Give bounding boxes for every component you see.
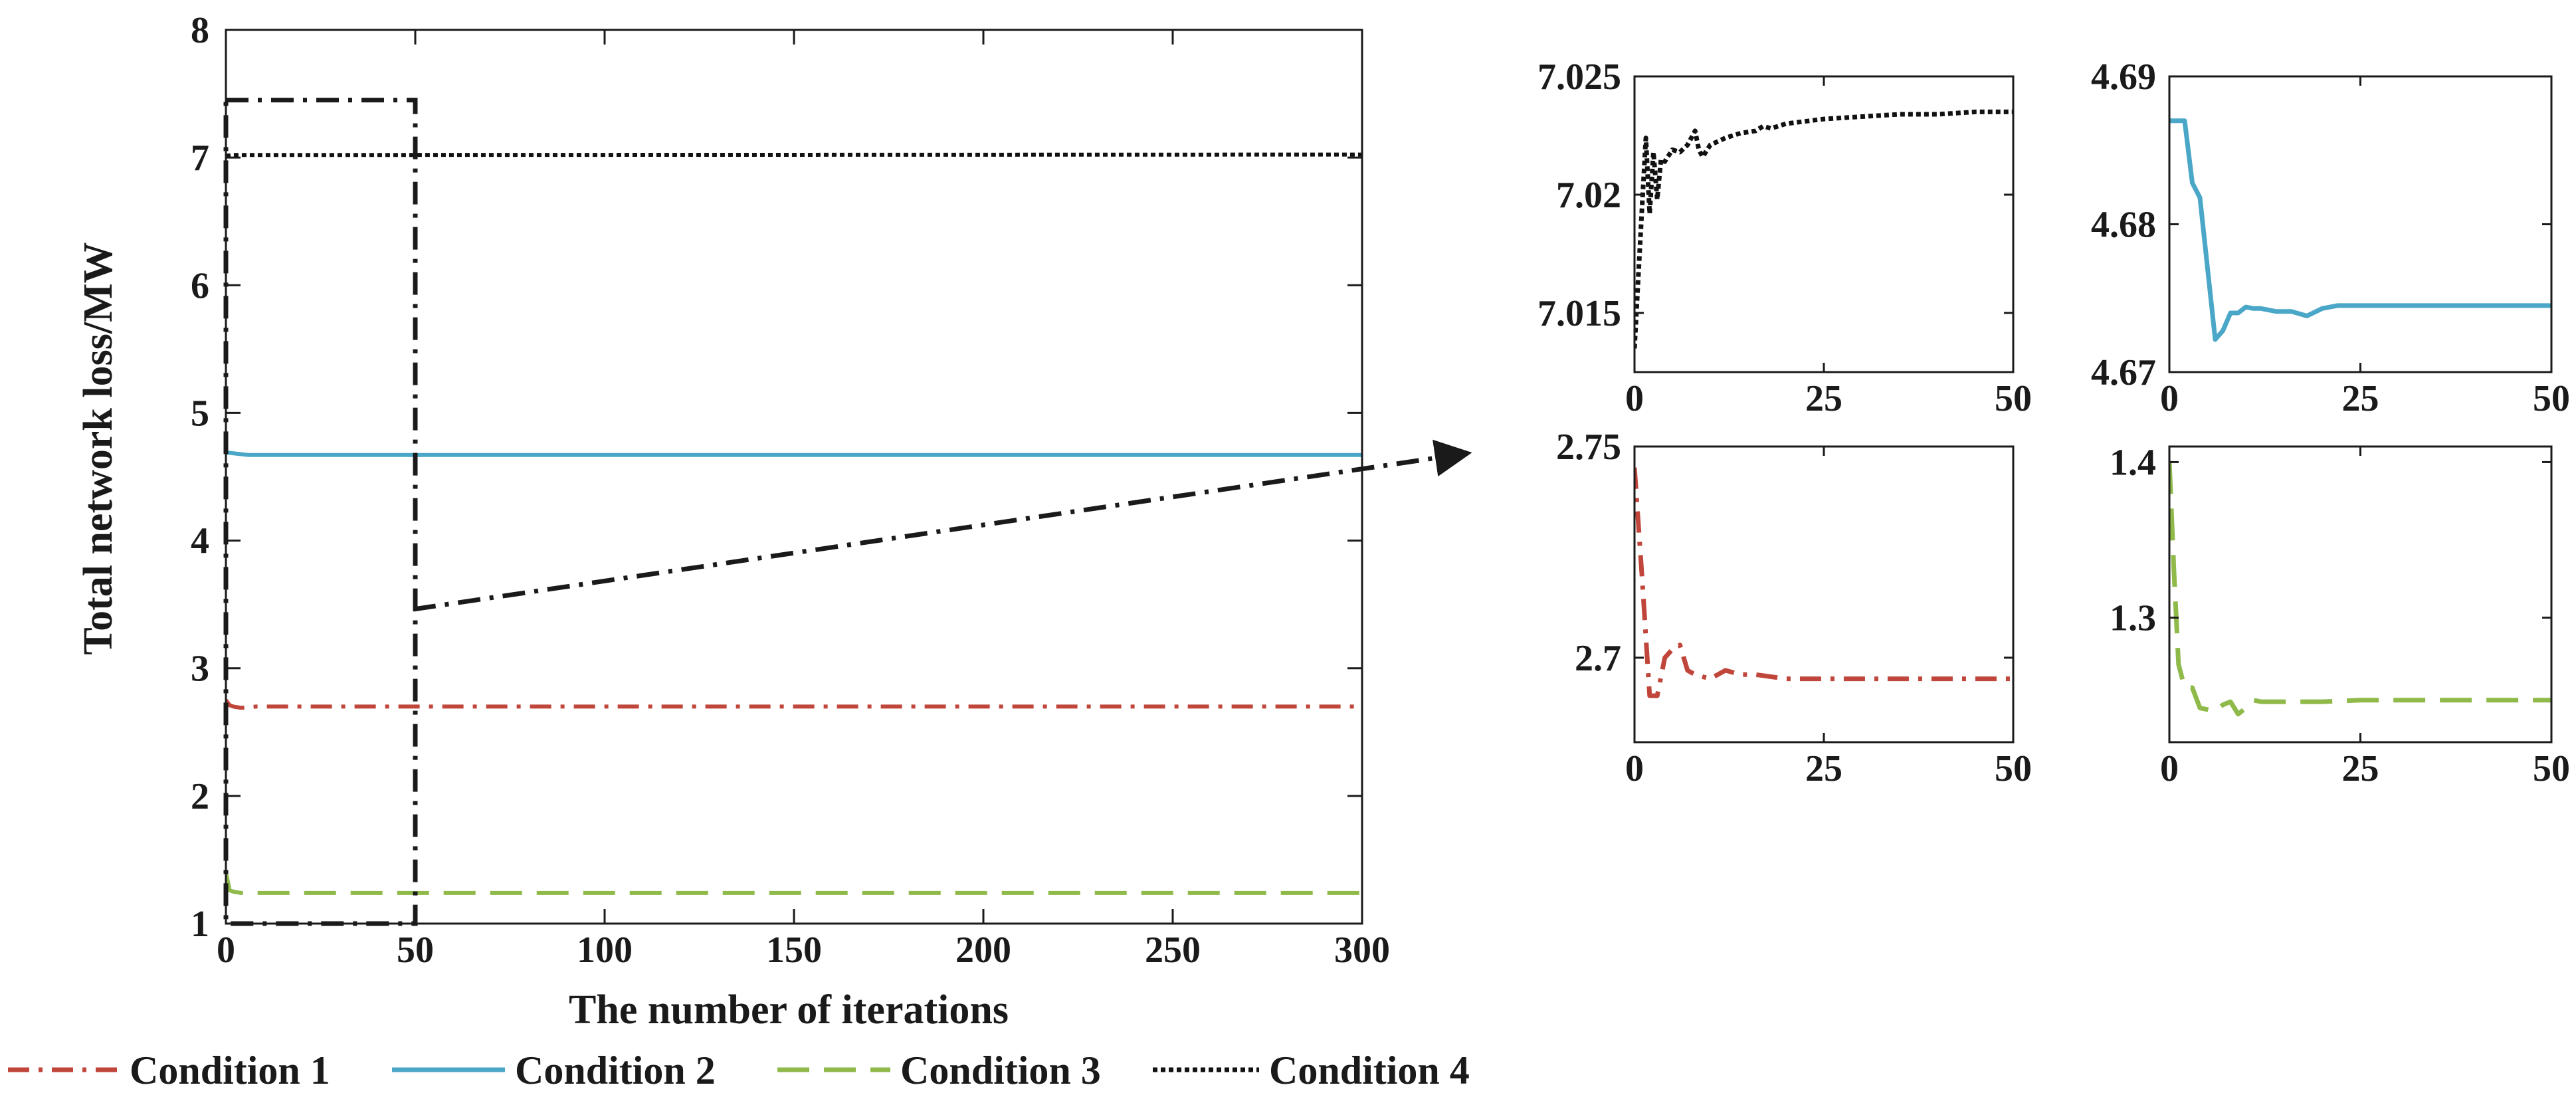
x-tick-label: 0	[217, 930, 235, 971]
y-tick-label: 7.025	[1537, 56, 1621, 98]
panel-zoom-condition-1: 0 25 50 2.7 2.75	[1556, 427, 2032, 789]
plot-frame	[1633, 445, 2015, 744]
y-tick-label: 3	[191, 648, 209, 690]
y-tick-label: 4.67	[2091, 352, 2156, 393]
legend-label-condition-1: Condition 1	[130, 1048, 330, 1092]
x-tick-label: 200	[955, 930, 1011, 971]
legend-item-condition-4: Condition 4	[1153, 1048, 1470, 1092]
x-tick-label: 300	[1334, 930, 1390, 971]
y-tick-label: 1.3	[2110, 598, 2156, 639]
y-tick-label: 4	[191, 521, 209, 562]
zoom-region-box	[223, 98, 418, 926]
plot-frame	[2168, 75, 2553, 373]
series-line-condition-1	[226, 699, 1362, 710]
series-line-condition-4	[1635, 109, 2013, 349]
legend-label-condition-4: Condition 4	[1269, 1048, 1470, 1092]
y-tick-label: 4.69	[2091, 56, 2156, 98]
y-tick-label: 6	[191, 265, 209, 306]
y-tick-label: 1.4	[2110, 442, 2156, 483]
y-tick-label: 4.68	[2091, 205, 2156, 246]
y-tick-label: 7	[191, 138, 209, 179]
zoom-connector-arrow	[413, 439, 1472, 612]
panel-zoom-condition-3: 0 25 50 1.3 1.4	[2110, 442, 2570, 789]
x-tick-label: 50	[1995, 748, 2032, 789]
series-line-condition-1	[1635, 467, 2013, 698]
x-tick-label: 0	[2160, 748, 2179, 789]
panel-zoom-condition-4: 0 25 50 7.015 7.02 7.025	[1537, 56, 2032, 419]
x-tick-label: 100	[577, 930, 633, 971]
x-tick-label: 50	[2533, 378, 2570, 419]
y-tick-label: 2.75	[1556, 427, 1621, 468]
y-tick-label: 7.02	[1556, 175, 1621, 216]
legend-label-condition-2: Condition 2	[515, 1048, 716, 1092]
plot-frame	[225, 29, 1363, 925]
x-tick-label: 25	[1805, 378, 1842, 419]
y-tick-label: 8	[191, 10, 209, 51]
y-tick-label: 5	[191, 393, 209, 434]
x-tick-label: 25	[2342, 378, 2379, 419]
main-y-axis-title: Total network loss/MW	[76, 242, 121, 654]
x-tick-label: 50	[1995, 378, 2032, 419]
x-tick-label: 25	[1805, 748, 1842, 789]
x-tick-label: 0	[1625, 378, 1644, 419]
series-line-condition-4	[226, 152, 1362, 158]
series-line-condition-3	[226, 872, 1362, 895]
x-tick-label: 250	[1145, 930, 1201, 971]
y-tick-label: 2	[191, 776, 209, 817]
y-tick-label: 2.7	[1575, 638, 1621, 679]
x-tick-label: 50	[397, 930, 434, 971]
legend-label-condition-3: Condition 3	[900, 1048, 1101, 1092]
x-tick-label: 0	[2160, 378, 2179, 419]
series-line-condition-2	[226, 450, 1362, 457]
legend-item-condition-1: Condition 1	[8, 1048, 330, 1092]
plot-frame	[2168, 445, 2553, 744]
x-tick-label: 25	[2342, 748, 2379, 789]
panel-main: 0 50 100 150 200 250 300 1 2 3 4 5 6 7 8	[191, 10, 1390, 971]
x-tick-label: 50	[2533, 748, 2570, 789]
panel-zoom-condition-2: 0 25 50 4.67 4.68 4.69	[2091, 56, 2570, 419]
x-tick-label: 150	[766, 930, 822, 971]
legend: Condition 1 Condition 2 Condition 3 Cond…	[8, 1048, 1470, 1092]
y-tick-label: 7.015	[1537, 293, 1621, 334]
series-line-condition-2	[2169, 118, 2551, 342]
legend-item-condition-2: Condition 2	[392, 1048, 716, 1092]
series-line-condition-3	[2169, 462, 2551, 717]
legend-item-condition-3: Condition 3	[777, 1048, 1101, 1092]
x-tick-label: 0	[1625, 748, 1644, 789]
main-x-axis-title: The number of iterations	[569, 987, 1009, 1033]
y-tick-label: 1	[191, 904, 209, 945]
